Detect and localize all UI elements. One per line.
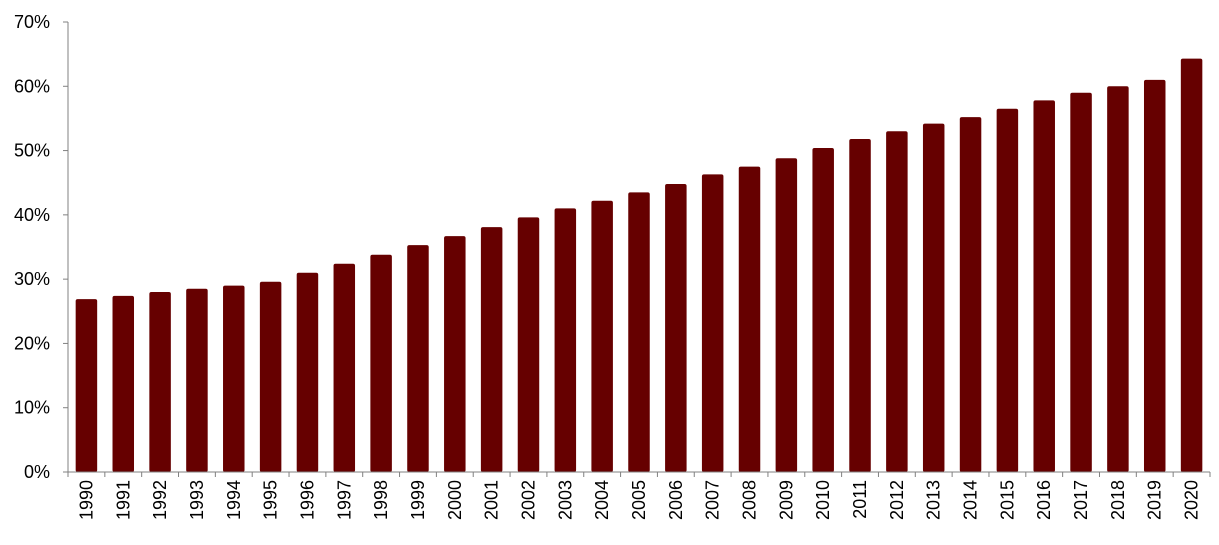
x-tick-label: 1995 bbox=[261, 480, 281, 520]
bar-2016 bbox=[1033, 100, 1055, 472]
y-tick-label: 30% bbox=[14, 269, 50, 289]
bar-2014 bbox=[959, 117, 982, 473]
y-axis-ticks: 0% 10% 20% 30% 40% 50% 60% 70% bbox=[14, 12, 68, 482]
bar-1996 bbox=[296, 272, 319, 472]
x-tick-label: 2010 bbox=[813, 480, 833, 520]
bar-2009 bbox=[775, 158, 798, 473]
x-tick-label: 2000 bbox=[445, 480, 465, 520]
y-tick-label: 20% bbox=[14, 333, 50, 353]
bar-2019 bbox=[1143, 79, 1166, 472]
bar-2004 bbox=[591, 200, 613, 472]
bar-2001 bbox=[480, 227, 503, 472]
bar-1997 bbox=[333, 263, 356, 472]
x-tick-label: 2003 bbox=[555, 480, 575, 520]
x-tick-label: 2007 bbox=[703, 480, 723, 520]
bar-2011 bbox=[849, 139, 871, 472]
x-tick-label: 1994 bbox=[224, 480, 244, 520]
x-tick-label: 1996 bbox=[297, 480, 317, 520]
bar-2017 bbox=[1070, 92, 1092, 472]
bar-2000 bbox=[444, 236, 466, 472]
x-tick-label: 2004 bbox=[592, 480, 612, 520]
bar-1991 bbox=[112, 295, 135, 472]
bar-2008 bbox=[738, 166, 761, 472]
x-tick-label: 2006 bbox=[666, 480, 686, 520]
bar-1993 bbox=[186, 288, 208, 472]
x-tick-label: 2013 bbox=[924, 480, 944, 520]
bar-2013 bbox=[922, 123, 945, 473]
x-tick-label: 2016 bbox=[1034, 480, 1054, 520]
bar-2007 bbox=[701, 174, 724, 472]
bar-1992 bbox=[149, 292, 171, 472]
bars-group bbox=[75, 58, 1203, 473]
x-tick-label: 1993 bbox=[187, 480, 207, 520]
bar-2012 bbox=[886, 131, 908, 473]
x-tick-label: 2015 bbox=[997, 480, 1017, 520]
bar-2010 bbox=[812, 148, 834, 472]
x-tick-label: 2019 bbox=[1145, 480, 1165, 520]
bar-2003 bbox=[554, 208, 577, 472]
x-tick-label: 2009 bbox=[776, 480, 796, 520]
bar-1998 bbox=[370, 254, 392, 472]
x-tick-label: 2008 bbox=[740, 480, 760, 520]
bar-2002 bbox=[517, 217, 540, 472]
bar-2015 bbox=[996, 108, 1019, 473]
y-tick-label: 0% bbox=[24, 462, 50, 482]
x-tick-label: 2005 bbox=[629, 480, 649, 520]
y-tick-label: 50% bbox=[14, 141, 50, 161]
y-tick-label: 40% bbox=[14, 205, 50, 225]
x-axis-ticks: 1990 1991 1992 1993 1994 1995 1996 1997 1998 1999… bbox=[67, 472, 1211, 520]
y-tick-label: 10% bbox=[14, 398, 50, 418]
bar-2018 bbox=[1107, 86, 1129, 473]
x-tick-label: 1999 bbox=[408, 480, 428, 520]
bar-1994 bbox=[223, 285, 245, 472]
x-tick-label: 1990 bbox=[76, 480, 96, 520]
x-tick-label: 2017 bbox=[1071, 480, 1091, 520]
bar-2006 bbox=[665, 184, 687, 472]
y-tick-label: 70% bbox=[14, 12, 50, 32]
x-tick-label: 2001 bbox=[482, 480, 502, 520]
bar-1995 bbox=[259, 281, 282, 472]
bar-2005 bbox=[628, 192, 650, 472]
y-tick-label: 60% bbox=[14, 76, 50, 96]
bar-1990 bbox=[75, 299, 98, 472]
x-tick-label: 2020 bbox=[1182, 480, 1202, 520]
x-tick-label: 2018 bbox=[1108, 480, 1128, 520]
x-tick-label: 2002 bbox=[518, 480, 538, 520]
x-tick-label: 1998 bbox=[371, 480, 391, 520]
bar-1999 bbox=[407, 245, 429, 472]
x-tick-label: 1992 bbox=[150, 480, 170, 520]
x-tick-label: 2014 bbox=[961, 480, 981, 520]
x-tick-label: 1991 bbox=[113, 480, 133, 520]
x-tick-label: 2011 bbox=[850, 480, 870, 519]
x-tick-label: 1997 bbox=[334, 480, 354, 520]
bar-2020 bbox=[1180, 58, 1203, 473]
x-tick-label: 2012 bbox=[887, 480, 907, 520]
